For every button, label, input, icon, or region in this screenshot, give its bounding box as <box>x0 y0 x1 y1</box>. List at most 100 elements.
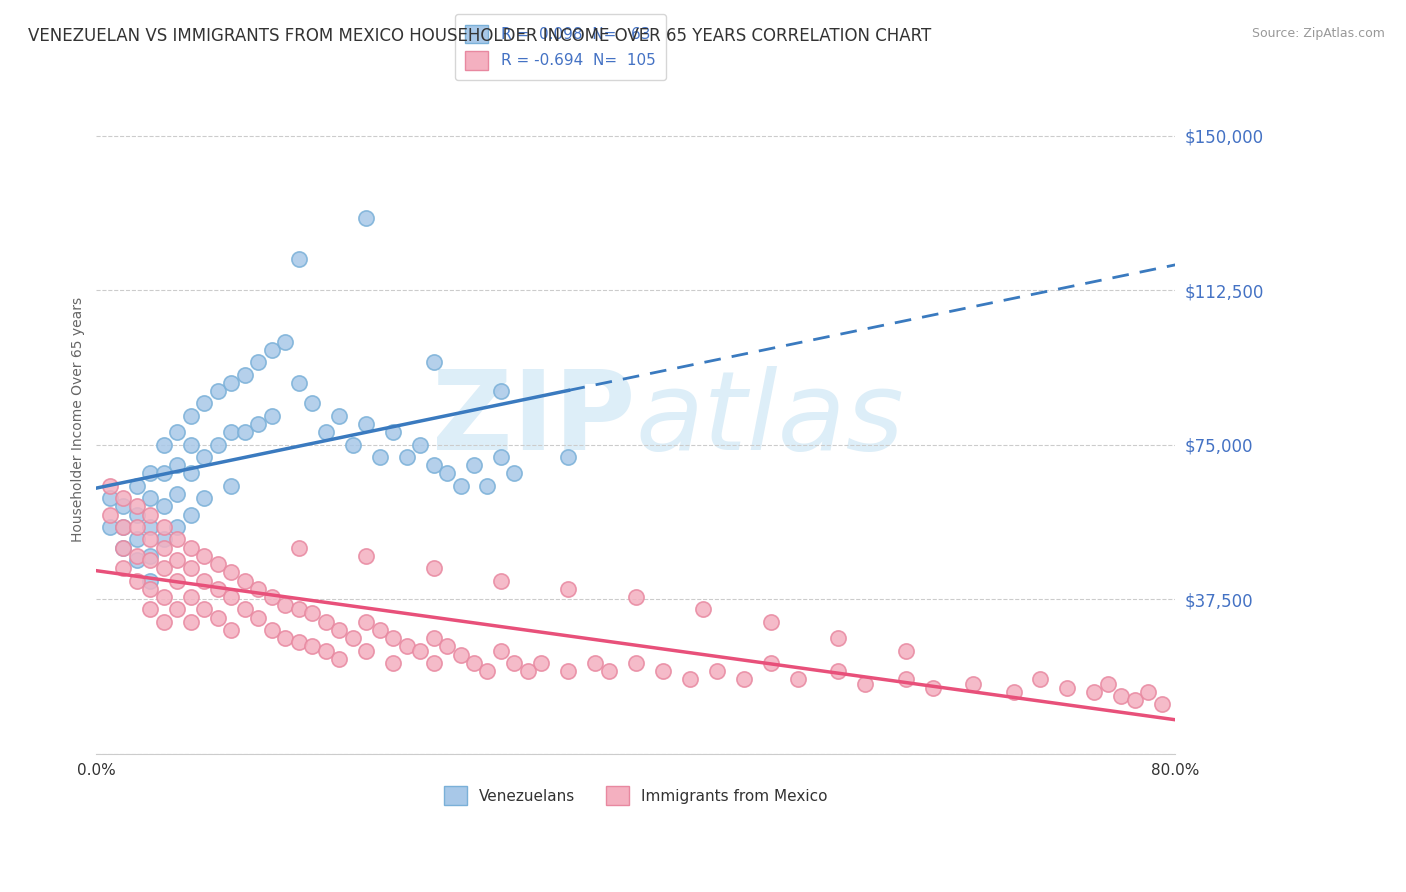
Point <box>679 673 702 687</box>
Point <box>125 553 148 567</box>
Point <box>1150 697 1173 711</box>
Point <box>207 610 229 624</box>
Point <box>247 355 270 369</box>
Point <box>166 553 188 567</box>
Point <box>422 355 444 369</box>
Point <box>530 656 553 670</box>
Point <box>139 574 162 588</box>
Point <box>463 458 485 473</box>
Point <box>315 615 337 629</box>
Point <box>382 425 405 440</box>
Point <box>180 615 202 629</box>
Point <box>125 508 148 522</box>
Point <box>207 582 229 596</box>
Point <box>233 602 256 616</box>
Point <box>409 643 432 657</box>
Point <box>436 640 458 654</box>
Point <box>193 602 215 616</box>
Point <box>139 602 162 616</box>
Point <box>233 574 256 588</box>
Point <box>463 656 485 670</box>
Point <box>247 582 270 596</box>
Point <box>1137 684 1160 698</box>
Point <box>395 450 418 464</box>
Point <box>894 673 917 687</box>
Point <box>517 664 540 678</box>
Point <box>921 681 943 695</box>
Point <box>624 656 647 670</box>
Point <box>139 520 162 534</box>
Point <box>759 615 782 629</box>
Point <box>489 450 512 464</box>
Point <box>193 450 215 464</box>
Point <box>166 574 188 588</box>
Point <box>962 676 984 690</box>
Point <box>786 673 808 687</box>
Point <box>1029 673 1052 687</box>
Point <box>247 417 270 431</box>
Point <box>1056 681 1078 695</box>
Point <box>287 541 309 555</box>
Point <box>301 607 323 621</box>
Point <box>180 561 202 575</box>
Point <box>382 631 405 645</box>
Point <box>342 631 364 645</box>
Point <box>328 409 350 423</box>
Point <box>193 396 215 410</box>
Point <box>125 533 148 547</box>
Point <box>354 643 377 657</box>
Point <box>166 458 188 473</box>
Point <box>139 467 162 481</box>
Point <box>112 541 135 555</box>
Point <box>489 384 512 398</box>
Point <box>315 425 337 440</box>
Point <box>152 500 174 514</box>
Point <box>274 631 297 645</box>
Point <box>368 623 391 637</box>
Point <box>152 467 174 481</box>
Point <box>219 566 242 580</box>
Point <box>139 553 162 567</box>
Point <box>152 615 174 629</box>
Point <box>247 610 270 624</box>
Point <box>180 590 202 604</box>
Point <box>315 643 337 657</box>
Point <box>152 590 174 604</box>
Point <box>98 520 121 534</box>
Point <box>112 520 135 534</box>
Point <box>422 631 444 645</box>
Point <box>287 602 309 616</box>
Point <box>207 437 229 451</box>
Point <box>450 648 472 662</box>
Point <box>166 533 188 547</box>
Point <box>193 549 215 563</box>
Point <box>112 500 135 514</box>
Point <box>477 479 499 493</box>
Point <box>207 384 229 398</box>
Point <box>166 487 188 501</box>
Point <box>125 574 148 588</box>
Point <box>98 491 121 506</box>
Point <box>894 643 917 657</box>
Point <box>166 520 188 534</box>
Point <box>583 656 606 670</box>
Point <box>260 343 283 357</box>
Point <box>1123 693 1146 707</box>
Point <box>166 425 188 440</box>
Point <box>260 409 283 423</box>
Point <box>354 549 377 563</box>
Point <box>125 500 148 514</box>
Point <box>342 437 364 451</box>
Point <box>489 643 512 657</box>
Point <box>193 491 215 506</box>
Point <box>139 549 162 563</box>
Point <box>287 635 309 649</box>
Point <box>112 491 135 506</box>
Point <box>301 396 323 410</box>
Point <box>354 417 377 431</box>
Point <box>354 615 377 629</box>
Point <box>422 561 444 575</box>
Point <box>450 479 472 493</box>
Point <box>219 425 242 440</box>
Point <box>152 520 174 534</box>
